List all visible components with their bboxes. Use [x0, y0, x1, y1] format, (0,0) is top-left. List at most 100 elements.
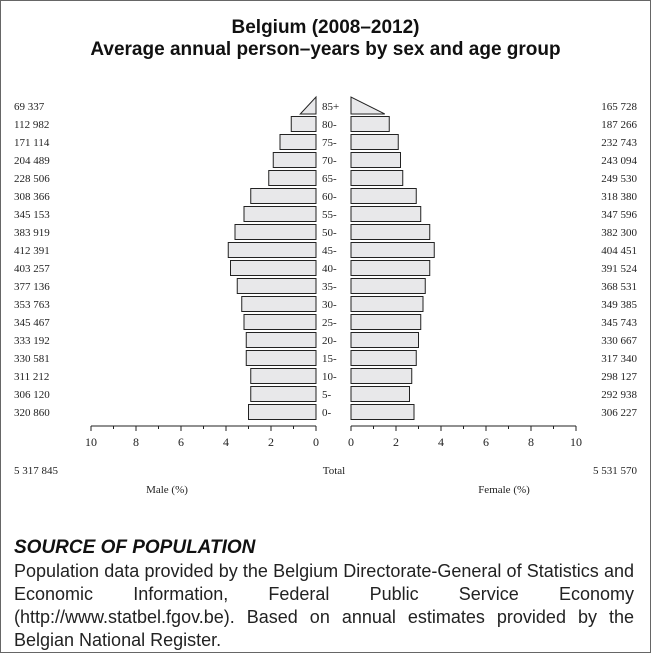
- female-count-label: 404 451: [601, 245, 637, 257]
- female-total: 5 531 570: [593, 465, 638, 477]
- age-group-label: 20-: [322, 335, 337, 347]
- male-bar: [250, 368, 317, 384]
- age-group-label: 70-: [322, 155, 337, 167]
- female-count-label: 298 127: [601, 371, 637, 383]
- male-count-label: 403 257: [14, 263, 50, 275]
- chart-title: Belgium (2008–2012) Average annual perso…: [0, 17, 651, 61]
- male-count-label: 204 489: [14, 155, 50, 167]
- female-count-label: 347 596: [601, 209, 637, 221]
- female-count-label: 382 300: [601, 227, 637, 239]
- male-bar: [248, 404, 317, 420]
- female-x-tick-label: 10: [570, 435, 582, 449]
- age-group-label: 40-: [322, 263, 337, 275]
- female-bar: [350, 386, 410, 402]
- female-bar: [350, 134, 399, 150]
- female-bar: [350, 350, 417, 366]
- age-group-label: 30-: [322, 299, 337, 311]
- male-x-tick-label: 0: [313, 435, 319, 449]
- female-bar: [350, 368, 413, 384]
- female-bar: [350, 224, 431, 240]
- male-bar: [250, 188, 317, 204]
- male-bar: [268, 170, 317, 186]
- female-bar: [350, 278, 426, 294]
- male-count-label: 112 982: [14, 119, 49, 131]
- age-group-label: 35-: [322, 281, 337, 293]
- male-count-label: 228 506: [14, 173, 50, 185]
- male-bar: [272, 152, 317, 168]
- age-group-label: 85+: [322, 101, 339, 113]
- age-group-label: 50-: [322, 227, 337, 239]
- female-count-label: 318 380: [601, 191, 637, 203]
- male-bar-85plus: [299, 95, 317, 115]
- female-bar: [350, 296, 424, 312]
- male-bar: [243, 314, 317, 330]
- male-x-tick-label: 10: [85, 435, 97, 449]
- female-bar-85plus: [350, 96, 385, 115]
- female-count-label: 232 743: [601, 137, 637, 149]
- female-count-label: 391 524: [601, 263, 637, 275]
- age-group-label: 25-: [322, 317, 337, 329]
- female-count-label: 249 530: [601, 173, 637, 185]
- male-count-label: 345 467: [14, 317, 50, 329]
- female-bar: [350, 404, 415, 420]
- male-x-tick-label: 4: [223, 435, 229, 449]
- source-heading: SOURCE OF POPULATION: [14, 537, 256, 558]
- female-bar: [350, 188, 417, 204]
- age-group-label: 45-: [322, 245, 337, 257]
- male-bar: [243, 206, 317, 222]
- female-count-label: 330 667: [601, 335, 637, 347]
- female-count-label: 243 094: [601, 155, 637, 167]
- male-count-label: 345 153: [14, 209, 50, 221]
- total-label: Total: [323, 465, 345, 477]
- male-bar: [279, 134, 317, 150]
- female-x-tick-label: 0: [348, 435, 354, 449]
- age-group-label: 5-: [322, 389, 332, 401]
- male-bar: [230, 260, 317, 276]
- female-bar: [350, 116, 390, 132]
- x-axis-label-female: Female (%): [478, 484, 530, 496]
- female-x-tick-label: 8: [528, 435, 534, 449]
- female-count-label: 345 743: [601, 317, 637, 329]
- x-axis-label-male: Male (%): [146, 484, 188, 496]
- male-bar: [234, 224, 317, 240]
- female-count-label: 306 227: [601, 407, 637, 419]
- female-bar: [350, 314, 422, 330]
- female-count-label: 349 385: [601, 299, 637, 311]
- chart-title-line-2: Average annual person–years by sex and a…: [90, 39, 561, 60]
- female-bar: [350, 260, 431, 276]
- female-count-label: 187 266: [601, 119, 637, 131]
- male-total: 5 317 845: [14, 465, 59, 477]
- male-count-label: 383 919: [14, 227, 50, 239]
- female-count-label: 165 728: [601, 101, 637, 113]
- age-group-label: 60-: [322, 191, 337, 203]
- female-bar: [350, 242, 435, 258]
- age-group-label: 10-: [322, 371, 337, 383]
- age-group-label: 75-: [322, 137, 337, 149]
- male-bar: [236, 278, 317, 294]
- male-bar: [227, 242, 317, 258]
- age-group-label: 0-: [322, 407, 332, 419]
- male-count-label: 412 391: [14, 245, 50, 257]
- male-count-label: 333 192: [14, 335, 50, 347]
- male-x-tick-label: 2: [268, 435, 274, 449]
- male-bar: [241, 296, 317, 312]
- female-count-label: 317 340: [601, 353, 637, 365]
- age-group-label: 55-: [322, 209, 337, 221]
- male-count-label: 330 581: [14, 353, 50, 365]
- male-bar: [245, 350, 317, 366]
- male-count-label: 308 366: [14, 191, 50, 203]
- female-count-label: 292 938: [601, 389, 637, 401]
- male-bar: [290, 116, 317, 132]
- male-count-label: 171 114: [14, 137, 50, 149]
- age-group-label: 15-: [322, 353, 337, 365]
- male-bar: [245, 332, 317, 348]
- female-bar: [350, 332, 419, 348]
- male-bar: [250, 386, 317, 402]
- male-x-tick-label: 6: [178, 435, 184, 449]
- female-x-tick-label: 2: [393, 435, 399, 449]
- male-count-label: 377 136: [14, 281, 50, 293]
- age-group-label: 80-: [322, 119, 337, 131]
- female-count-label: 368 531: [601, 281, 637, 293]
- male-count-label: 311 212: [14, 371, 49, 383]
